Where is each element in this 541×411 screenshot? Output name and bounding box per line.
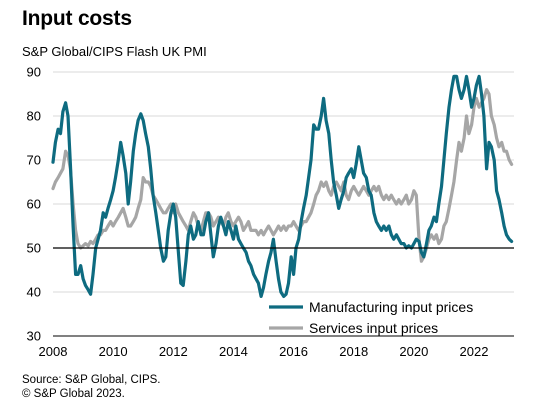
series-lines [51, 74, 514, 298]
x-axis-ticks: 2008 2010 2012 2014 2016 2018 2020 2022 [39, 344, 489, 359]
y-tick-label: 50 [27, 241, 41, 256]
source-note: Source: S&P Global, CIPS. © S&P Global 2… [22, 373, 161, 401]
series-line-manufacturing [51, 74, 514, 298]
x-tick-label: 2022 [460, 344, 489, 359]
y-tick-label: 60 [27, 197, 41, 212]
y-tick-label: 40 [27, 285, 41, 300]
legend: Manufacturing input prices Services input… [269, 299, 473, 336]
x-tick-label: 2012 [159, 344, 188, 359]
x-tick-label: 2018 [339, 344, 368, 359]
x-tick-label: 2010 [99, 344, 128, 359]
chart-subtitle: S&P Global/CIPS Flash UK PMI [22, 44, 207, 59]
y-tick-label: 30 [27, 329, 41, 344]
x-tick-label: 2016 [279, 344, 308, 359]
copyright-line: © S&P Global 2023. [22, 388, 125, 400]
chart-title: Input costs [22, 7, 132, 30]
y-tick-label: 70 [27, 153, 41, 168]
series-line-services [51, 88, 514, 263]
gridlines [53, 71, 514, 293]
y-tick-label: 80 [27, 109, 41, 124]
x-tick-label: 2014 [219, 344, 248, 359]
legend-label: Manufacturing input prices [309, 299, 473, 315]
y-tick-label: 90 [27, 65, 41, 80]
x-tick-label: 2008 [39, 344, 68, 359]
x-tick-label: 2020 [399, 344, 428, 359]
y-axis-ticks: 30 40 50 60 70 80 90 [27, 65, 41, 344]
source-line: Source: S&P Global, CIPS. [22, 374, 161, 386]
legend-label: Services input prices [309, 320, 438, 336]
